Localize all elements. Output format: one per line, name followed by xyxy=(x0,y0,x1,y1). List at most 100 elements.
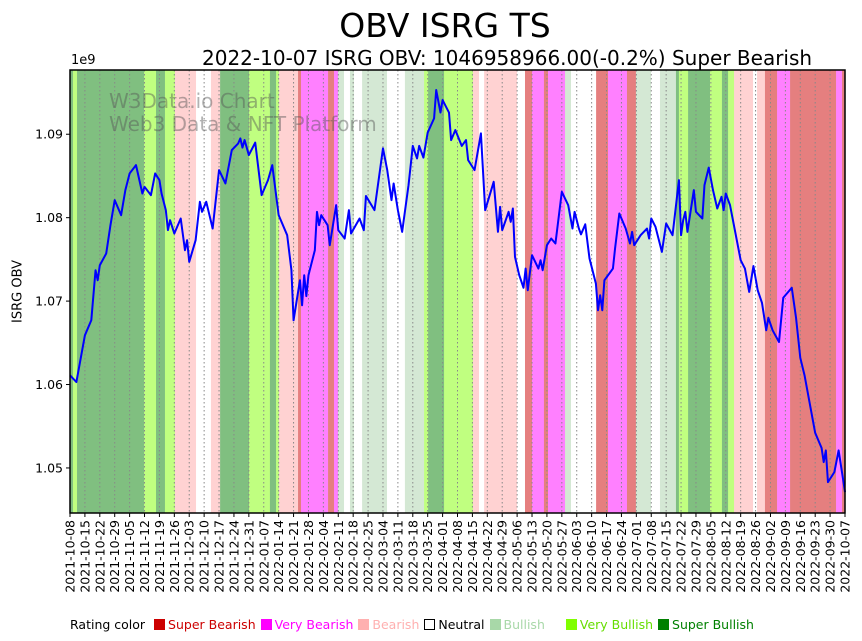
rating-band-super-bullish xyxy=(688,70,711,513)
x-tick-label: 2022-02-18 xyxy=(346,520,361,593)
rating-band-bearish xyxy=(210,70,221,513)
rating-band-neutral xyxy=(651,70,661,513)
x-tick-label: 2022-08-26 xyxy=(748,520,763,593)
legend-item-very-bearish: Very Bearish xyxy=(260,617,353,632)
x-tick-label: 2022-03-11 xyxy=(390,520,405,593)
rating-band-very-bearish xyxy=(836,70,843,513)
chart-subtitle: 2022-10-07 ISRG OBV: 1046958966.00(-0.2%… xyxy=(202,46,813,70)
x-tick-label: 2022-05-06 xyxy=(510,520,525,593)
rating-band-super-bullish xyxy=(269,70,277,513)
rating-band-bearish xyxy=(473,70,480,513)
x-tick-label: 2021-12-24 xyxy=(226,520,241,593)
x-tick-label: 2022-06-03 xyxy=(569,520,584,593)
x-tick-label: 2022-03-04 xyxy=(375,520,390,593)
x-tick-label: 2022-07-08 xyxy=(644,520,659,593)
y-tick-label: 1.05 xyxy=(35,460,63,475)
rating-band-bullish xyxy=(404,70,425,513)
x-tick-label: 2022-05-13 xyxy=(525,520,540,593)
x-tick-label: 2022-02-04 xyxy=(316,520,331,593)
rating-band-super-bullish xyxy=(428,70,445,513)
x-tick-label: 2022-09-02 xyxy=(763,520,778,593)
x-tick-label: 2022-06-10 xyxy=(584,520,599,593)
legend-swatch xyxy=(565,619,577,630)
legend-item-label: Super Bullish xyxy=(672,617,754,632)
x-tick-label: 2022-09-23 xyxy=(808,520,823,593)
x-tick-label: 2022-02-11 xyxy=(331,520,346,593)
legend-swatch xyxy=(489,619,501,630)
x-tick-label: 2022-04-22 xyxy=(480,520,495,593)
rating-band-very-bullish xyxy=(444,70,474,513)
y-tick-label: 1.09 xyxy=(35,127,63,142)
x-tick-label: 2022-01-14 xyxy=(271,520,286,593)
x-tick-label: 2022-09-09 xyxy=(778,520,793,593)
x-tick-label: 2021-11-19 xyxy=(152,520,167,593)
x-tick-label: 2022-01-07 xyxy=(256,520,271,593)
x-tick-label: 2022-09-30 xyxy=(823,520,838,593)
rating-band-very-bullish xyxy=(678,70,689,513)
rating-band-very-bearish xyxy=(608,70,628,513)
x-tick-label: 2021-12-17 xyxy=(212,520,227,593)
x-tick-label: 2022-09-16 xyxy=(793,520,808,593)
rating-band-bearish xyxy=(734,70,754,513)
rating-band-bullish xyxy=(362,70,388,513)
rating-band-bearish xyxy=(279,70,299,513)
x-tick-label: 2022-07-15 xyxy=(659,520,674,593)
rating-band-super-bearish xyxy=(328,70,335,513)
rating-band-bearish xyxy=(757,70,766,513)
x-tick-label: 2021-10-29 xyxy=(107,520,122,593)
rating-band-bullish xyxy=(659,70,677,513)
legend-item-super-bearish: Super Bearish xyxy=(154,617,256,632)
rating-band-super-bullish xyxy=(721,70,729,513)
y-tick-label: 1.08 xyxy=(35,210,63,225)
x-tick-label: 2021-10-22 xyxy=(92,520,107,593)
rating-band-very-bullish xyxy=(72,70,78,513)
legend-item-label: Super Bearish xyxy=(168,617,256,632)
rating-band-super-bearish xyxy=(596,70,609,513)
rating-band-bullish xyxy=(635,70,652,513)
rating-band-super-bearish xyxy=(842,70,846,513)
x-tick-label: 2021-11-05 xyxy=(122,520,137,593)
x-tick-label: 2022-01-28 xyxy=(301,520,316,593)
y-tick-label: 1.06 xyxy=(35,377,63,392)
legend-item-label: Bearish xyxy=(372,617,420,632)
legend-swatch xyxy=(260,619,272,630)
x-tick-label: 2022-04-01 xyxy=(435,520,450,593)
x-tick-label: 2022-03-25 xyxy=(420,520,435,593)
rating-band-neutral xyxy=(344,70,351,513)
legend-item-label: Bullish xyxy=(503,617,545,632)
legend-item-bearish: Bearish xyxy=(358,617,419,632)
x-tick-label: 2022-07-22 xyxy=(674,520,689,593)
plot-frame xyxy=(69,69,846,514)
rating-band-very-bullish xyxy=(424,70,429,513)
rating-band-neutral xyxy=(517,70,526,513)
legend-swatch xyxy=(154,619,166,630)
rating-band-neutral xyxy=(387,70,406,513)
rating-band-very-bullish xyxy=(249,70,271,513)
x-tick-label: 2022-06-24 xyxy=(614,520,629,593)
y-axis-multiplier: 1e9 xyxy=(71,53,96,68)
x-tick-label: 2022-01-21 xyxy=(286,520,301,593)
rating-band-super-bearish xyxy=(543,70,549,513)
legend-swatch xyxy=(658,619,670,630)
watermark-text: W3Data.io Chart xyxy=(109,89,275,113)
x-tick-label: 2022-08-05 xyxy=(703,520,718,593)
x-tick-label: 2022-06-17 xyxy=(599,520,614,593)
legend-swatch xyxy=(358,619,370,630)
rating-band-very-bullish xyxy=(710,70,723,513)
legend-swatch xyxy=(424,619,436,630)
rating-band-bearish xyxy=(484,70,518,513)
x-tick-label: 2022-04-15 xyxy=(465,520,480,593)
legend: Rating color Super Bearish Very Bearish Be… xyxy=(70,617,759,632)
legend-label: Rating color xyxy=(70,617,146,632)
legend-item-neutral: Neutral xyxy=(424,617,485,632)
rating-band-super-bullish xyxy=(70,70,74,513)
x-tick-label: 2021-10-15 xyxy=(77,520,92,593)
x-tick-label: 2022-05-27 xyxy=(554,520,569,593)
rating-band-neutral xyxy=(479,70,485,513)
rating-band-bearish xyxy=(174,70,197,513)
rating-band-super-bearish xyxy=(524,70,533,513)
x-tick-label: 2022-08-12 xyxy=(718,520,733,593)
rating-band-super-bullish xyxy=(77,70,145,513)
